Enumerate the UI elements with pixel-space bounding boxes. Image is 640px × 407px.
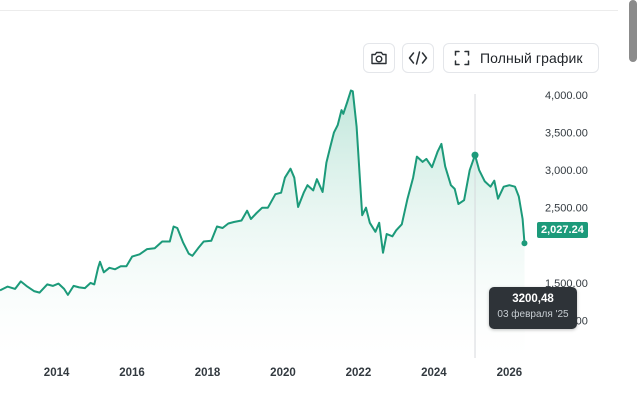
x-tick-label: 2016 [119, 367, 145, 379]
code-icon [408, 51, 428, 65]
price-line [0, 89, 526, 296]
y-tick-label: 3,500.00 [545, 128, 588, 140]
hover-tooltip: 3200,48 03 февраля '25 [489, 287, 577, 329]
full-chart-label: Полный график [480, 50, 583, 66]
x-tick-label: 2026 [497, 367, 523, 379]
x-tick-label: 2022 [346, 367, 372, 379]
y-tick-label: 2,500.00 [545, 203, 588, 215]
y-tick-label: 4,000.00 [545, 90, 588, 102]
scrollbar-thumb[interactable] [629, 0, 637, 62]
hover-point [471, 151, 479, 159]
embed-code-button[interactable] [402, 43, 434, 73]
last-price-point [521, 240, 528, 247]
x-tick-label: 2020 [270, 367, 296, 379]
x-tick-label: 2024 [421, 367, 447, 379]
screenshot-button[interactable] [363, 43, 395, 73]
current-price-badge: 2,027.24 [537, 222, 588, 238]
camera-icon [370, 50, 388, 66]
x-tick-label: 2014 [44, 367, 70, 379]
tooltip-value: 3200,48 [512, 293, 554, 305]
expand-icon [454, 50, 470, 66]
top-divider [0, 10, 618, 11]
y-tick-label: 3,000.00 [545, 165, 588, 177]
x-tick-label: 2018 [195, 367, 221, 379]
y-tick-label: 1,500.00 [545, 278, 588, 290]
tooltip-date: 03 февраля '25 [497, 309, 569, 320]
price-chart[interactable]: 4,000.00 3,500.00 3,000.00 2,500.00 1,500.00… [0, 80, 600, 390]
full-chart-button[interactable]: Полный график [443, 43, 599, 73]
price-area-fill [0, 90, 525, 358]
